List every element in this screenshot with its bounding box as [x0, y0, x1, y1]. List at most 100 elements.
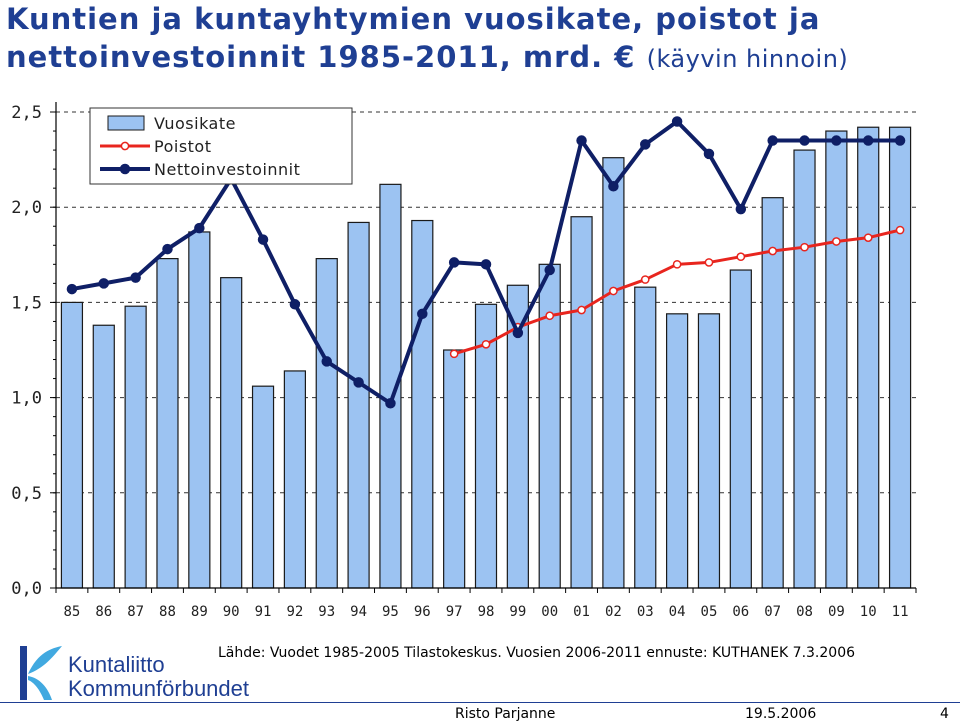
legend-swatch-vuosikate	[107, 115, 145, 131]
bar-vuosikate	[602, 157, 625, 589]
poistot-point	[672, 259, 682, 269]
bar-vuosikate	[124, 305, 147, 589]
x-tick-label: 97	[446, 604, 463, 620]
netto-point	[735, 203, 747, 215]
x-tick-label: 95	[382, 604, 399, 620]
x-tick-label: 11	[892, 604, 909, 620]
bar-vuosikate	[315, 258, 338, 589]
x-tick-label: 06	[732, 604, 749, 620]
netto-point	[66, 283, 78, 295]
legend-label: Poistot	[154, 137, 211, 156]
netto-point	[289, 299, 301, 310]
y-tick-label: 0,0	[11, 579, 42, 599]
netto-point	[194, 222, 205, 234]
bar-vuosikate	[411, 219, 434, 589]
bar-vuosikate	[634, 286, 657, 589]
x-tick-label: 04	[669, 604, 686, 620]
netto-point	[862, 135, 874, 146]
legend-marker-poistot	[120, 141, 130, 151]
poistot-point	[768, 246, 778, 256]
bar-vuosikate	[251, 385, 275, 589]
bar-vuosikate	[729, 269, 752, 589]
poistot-point	[449, 349, 459, 359]
bar-vuosikate	[347, 221, 370, 589]
x-tick-label: 02	[605, 604, 622, 620]
netto-point	[385, 398, 396, 409]
x-tick-label: 86	[95, 604, 112, 620]
poistot-point	[577, 305, 586, 315]
y-tick-label: 1,5	[11, 293, 42, 313]
bar-vuosikate	[665, 313, 689, 589]
footer: Risto Parjanne 19.5.2006 4	[0, 702, 960, 724]
footer-divider	[0, 702, 960, 703]
poistot-point	[704, 258, 714, 267]
x-tick-label: 87	[127, 604, 144, 620]
page-number: 4	[940, 706, 949, 722]
logo-text-fi: Kuntaliitto	[68, 652, 165, 677]
netto-point	[417, 308, 428, 320]
netto-point	[767, 135, 778, 146]
netto-point	[831, 135, 842, 146]
poistot-point	[863, 233, 873, 243]
netto-point	[799, 135, 810, 146]
x-tick-label: 85	[63, 604, 80, 620]
x-tick-label: 09	[828, 604, 845, 620]
y-tick-label: 2,0	[11, 198, 42, 218]
poistot-point	[800, 242, 809, 252]
x-tick-label: 98	[478, 604, 495, 620]
poistot-point	[481, 339, 491, 349]
bar-vuosikate	[888, 126, 912, 589]
bar-vuosikate	[825, 130, 848, 589]
bar-vuosikate	[857, 126, 880, 589]
x-tick-label: 01	[573, 604, 590, 620]
bar-vuosikate	[793, 149, 816, 589]
netto-point	[894, 135, 906, 146]
slide-title: Kuntien ja kuntayhtymien vuosikate, pois…	[6, 0, 956, 78]
x-tick-label: 89	[191, 604, 208, 620]
footer-author: Risto Parjanne	[455, 706, 556, 722]
x-tick-label: 10	[860, 604, 877, 620]
netto-point	[640, 139, 651, 150]
legend-label: Vuosikate	[154, 114, 236, 133]
title-euro: €	[614, 40, 636, 74]
title-main: Kuntien ja kuntayhtymien vuosikate, pois…	[6, 2, 821, 74]
bar-vuosikate	[283, 370, 306, 589]
x-tick-label: 00	[541, 604, 558, 620]
netto-point	[512, 327, 524, 339]
x-tick-label: 96	[414, 604, 431, 620]
title-note: (käyvin hinnoin)	[646, 45, 849, 73]
footer-date: 19.5.2006	[745, 706, 817, 722]
legend-label: Nettoinvestoinnit	[154, 160, 300, 179]
netto-point	[608, 181, 619, 192]
x-tick-label: 90	[223, 604, 240, 620]
x-tick-label: 99	[509, 604, 526, 620]
logo: Kuntaliitto Kommunförbundet	[18, 642, 268, 704]
x-tick-label: 88	[159, 604, 176, 620]
x-tick-label: 94	[350, 604, 367, 620]
bar-vuosikate	[188, 231, 211, 589]
x-tick-label: 07	[764, 604, 781, 620]
netto-point	[448, 257, 460, 268]
netto-point	[671, 116, 683, 127]
x-tick-label: 91	[255, 604, 272, 620]
logo-mark-icon	[20, 646, 62, 700]
poistot-point	[609, 286, 618, 296]
poistot-point	[736, 252, 746, 262]
x-tick-label: 93	[318, 604, 335, 620]
netto-point	[321, 356, 332, 367]
bar-vuosikate	[443, 349, 466, 589]
poistot-point	[832, 237, 841, 246]
netto-point	[576, 135, 587, 146]
x-tick-label: 92	[286, 604, 303, 620]
bar-vuosikate	[761, 197, 784, 589]
x-tick-label: 03	[637, 604, 654, 620]
y-tick-label: 0,5	[11, 484, 42, 504]
legend-marker-netto	[119, 163, 131, 175]
y-tick-label: 1,0	[11, 389, 42, 409]
netto-point	[98, 278, 110, 289]
netto-point	[257, 234, 269, 245]
netto-point	[703, 148, 715, 160]
bar-vuosikate	[156, 258, 179, 589]
poistot-point	[545, 311, 555, 321]
